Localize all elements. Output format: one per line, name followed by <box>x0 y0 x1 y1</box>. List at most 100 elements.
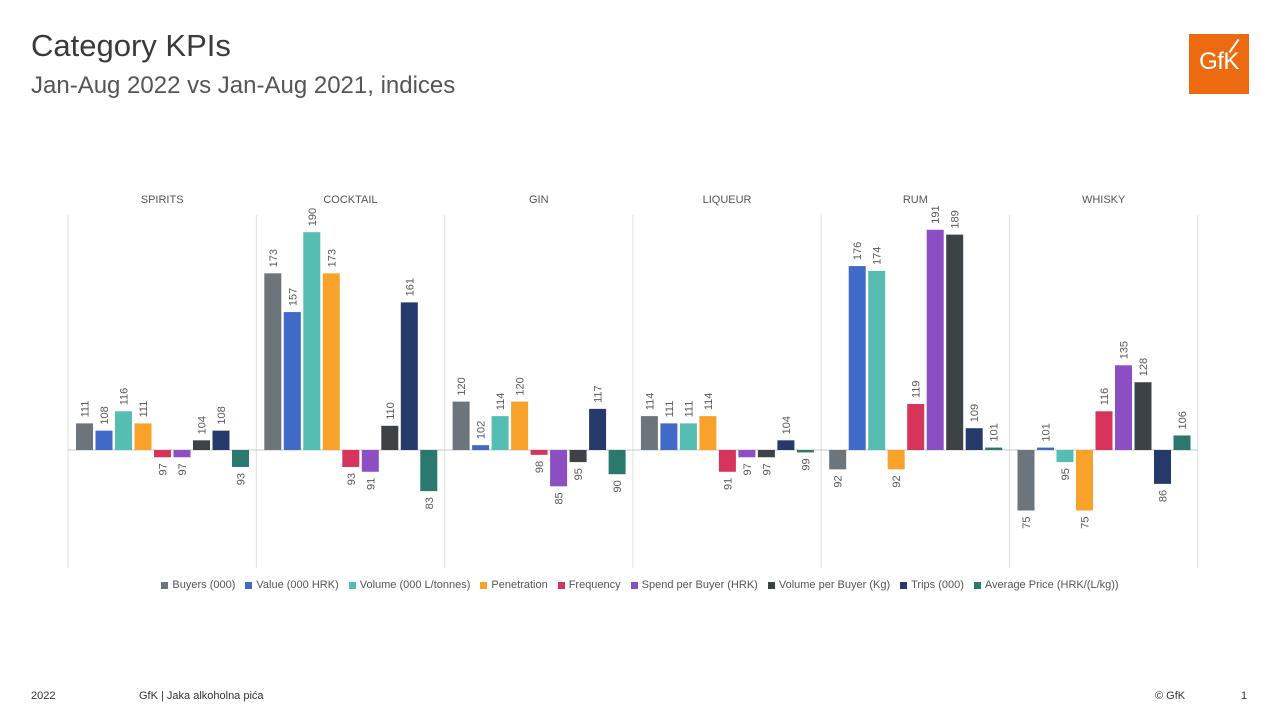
legend-swatch <box>480 581 488 589</box>
data-label: 119 <box>911 380 923 398</box>
data-label: 93 <box>236 473 248 485</box>
data-label: 135 <box>1119 341 1131 359</box>
legend-item-average-price-hrk-l-kg: Average Price (HRK/(L/kg)) <box>973 578 1119 592</box>
bar-cocktail-spend-per-buyer-hrk <box>361 450 379 472</box>
data-label: 75 <box>1080 517 1092 529</box>
data-label: 92 <box>891 475 903 487</box>
legend-item-volume-per-buyer-kg: Volume per Buyer (Kg) <box>767 578 891 592</box>
bar-liqueur-volume-per-buyer-kg <box>757 450 775 458</box>
footer-copyright: © GfK <box>1155 690 1186 702</box>
data-label: 90 <box>612 480 624 492</box>
legend-item-volume-000-l-tonnes: Volume (000 L/tonnes) <box>348 578 471 592</box>
bar-rum-frequency <box>907 404 925 450</box>
data-label: 99 <box>800 458 812 470</box>
data-label: 92 <box>833 475 845 487</box>
legend-label: Value (000 HRK) <box>256 579 339 591</box>
legend-label: Average Price (HRK/(L/kg)) <box>984 579 1119 591</box>
page-title: Category KPIs <box>31 28 231 63</box>
panel-header-whisky: WHISKY <box>1082 194 1126 206</box>
legend-swatch <box>348 581 356 589</box>
panel-header-liqueur: LIQUEUR <box>703 194 752 206</box>
gfk-logo: GfK <box>1189 34 1249 94</box>
bar-cocktail-penetration <box>322 273 340 450</box>
bar-liqueur-frequency <box>718 450 736 472</box>
data-label: 111 <box>664 401 676 418</box>
bar-whisky-spend-per-buyer-hrk <box>1115 365 1132 450</box>
data-label: 109 <box>969 404 981 422</box>
legend-label: Volume per Buyer (Kg) <box>778 579 891 591</box>
bar-cocktail-trips-000 <box>400 302 418 450</box>
data-label: 108 <box>99 406 111 424</box>
bar-whisky-volume-000-l-tonnes <box>1056 450 1074 463</box>
footer-year: 2022 <box>31 690 56 702</box>
data-label: 97 <box>177 463 189 475</box>
bar-whisky-buyers-000 <box>1017 450 1035 511</box>
bar-rum-spend-per-buyer-hrk <box>926 229 944 450</box>
data-label: 111 <box>80 401 92 418</box>
legend-swatch <box>557 581 565 589</box>
data-label: 116 <box>1099 388 1111 406</box>
legend-item-penetration: Penetration <box>480 578 548 592</box>
legend-label: Trips (000) <box>911 579 964 591</box>
bar-gin-average-price-hrk-l-kg <box>608 450 626 475</box>
bar-spirits-buyers-000 <box>76 423 93 450</box>
panel-header-cocktail: COCKTAIL <box>323 194 377 206</box>
legend-label: Frequency <box>568 579 621 591</box>
bar-rum-volume-per-buyer-kg <box>946 234 964 450</box>
data-label: 85 <box>554 492 566 504</box>
data-label: 191 <box>930 205 942 223</box>
bar-liqueur-value-000-hrk <box>660 423 678 450</box>
chart-legend: Buyers (000) Value (000 HRK) Volume (000 L… <box>90 578 1190 592</box>
bar-rum-buyers-000 <box>829 450 847 470</box>
legend-swatch <box>630 581 638 589</box>
data-label: 106 <box>1177 411 1189 429</box>
data-label: 128 <box>1138 358 1150 376</box>
data-label: 110 <box>385 402 397 420</box>
legend-label: Penetration <box>491 579 548 591</box>
bar-spirits-spend-per-buyer-hrk <box>173 450 191 458</box>
data-label: 101 <box>989 423 1001 441</box>
bar-whisky-penetration <box>1076 450 1093 511</box>
footer-source: GfK | Jaka alkoholna pića <box>139 690 264 702</box>
bar-spirits-average-price-hrk-l-kg <box>232 450 249 467</box>
data-label: 95 <box>573 468 585 480</box>
bar-cocktail-volume-000-l-tonnes <box>303 232 321 450</box>
data-label: 161 <box>404 278 416 296</box>
panel-header-gin: GIN <box>529 194 549 206</box>
data-label: 91 <box>365 478 377 490</box>
legend-label: Spend per Buyer (HRK) <box>641 579 758 591</box>
data-label: 114 <box>703 393 715 411</box>
page-subtitle: Jan-Aug 2022 vs Jan-Aug 2021, indices <box>31 72 456 99</box>
legend-item-buyers-000: Buyers (000) <box>161 578 235 592</box>
bar-whisky-frequency <box>1095 411 1113 450</box>
data-label: 190 <box>307 208 319 226</box>
data-label: 120 <box>515 377 527 395</box>
bar-spirits-penetration <box>134 423 152 450</box>
legend-item-spend-per-buyer-hrk: Spend per Buyer (HRK) <box>630 578 758 592</box>
bar-cocktail-volume-per-buyer-kg <box>381 425 399 450</box>
bar-spirits-volume-000-l-tonnes <box>115 411 132 450</box>
data-label: 98 <box>534 461 546 473</box>
legend-swatch <box>973 581 981 589</box>
data-label: 101 <box>1041 423 1053 441</box>
bar-rum-trips-000 <box>965 428 983 450</box>
data-label: 91 <box>722 478 734 490</box>
data-label: 104 <box>197 416 209 434</box>
bar-spirits-value-000-hrk <box>95 430 113 450</box>
bar-whisky-volume-per-buyer-kg <box>1134 382 1152 450</box>
data-label: 93 <box>346 473 358 485</box>
legend-item-frequency: Frequency <box>557 578 621 592</box>
legend-label: Buyers (000) <box>172 579 236 591</box>
bar-gin-volume-000-l-tonnes <box>491 416 509 450</box>
panel-header-spirits: SPIRITS <box>141 194 184 206</box>
bar-cocktail-frequency <box>342 450 360 467</box>
legend-swatch <box>161 581 169 589</box>
bar-liqueur-average-price-hrk-l-kg <box>796 450 814 453</box>
data-label: 86 <box>1158 490 1170 502</box>
bar-whisky-average-price-hrk-l-kg <box>1173 435 1191 450</box>
bar-gin-frequency <box>530 450 548 455</box>
legend-label: Volume (000 L/tonnes) <box>359 579 471 591</box>
panel-header-rum: RUM <box>903 194 928 206</box>
data-label: 157 <box>287 288 299 306</box>
bar-gin-value-000-hrk <box>472 445 490 450</box>
